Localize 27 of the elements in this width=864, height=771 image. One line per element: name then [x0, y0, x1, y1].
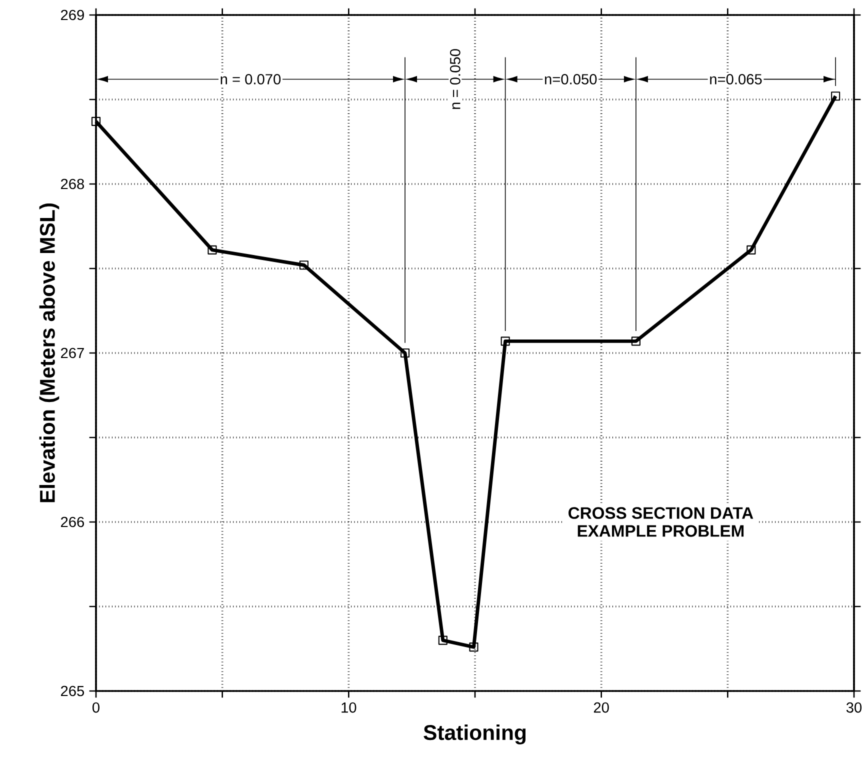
x-tick-label: 10 — [342, 702, 356, 713]
point — [299, 260, 308, 270]
annotation: n = 0.050 — [450, 49, 460, 109]
x-tick-label: 20 — [594, 702, 609, 713]
point — [831, 92, 840, 101]
point — [469, 642, 478, 652]
point — [500, 336, 510, 346]
annotation: n=0.050 — [545, 74, 597, 84]
point — [91, 116, 101, 126]
point — [438, 636, 448, 645]
y-axis-title: Elevation (Meters above MSL) — [39, 203, 60, 502]
y-tick-label: 267 — [60, 348, 84, 358]
y-tick-label: 265 — [60, 686, 84, 696]
y-tick-label: 269 — [60, 10, 84, 20]
point — [746, 245, 756, 254]
point — [208, 245, 217, 254]
annotation: n = 0.070 — [220, 74, 281, 84]
x-tick-label: 0 — [92, 702, 100, 713]
point — [400, 348, 410, 358]
y-tick-label: 266 — [60, 516, 84, 528]
x-axis-title: Stationing — [424, 724, 526, 744]
x-tick-label: 30 — [846, 702, 862, 713]
y-tick-label: 268 — [60, 178, 84, 190]
annotation: EXAMPLE PROBLEM — [578, 525, 744, 537]
point — [631, 336, 640, 346]
annotation: CROSS SECTION DATA — [568, 507, 754, 519]
annotation: n=0.065 — [710, 74, 762, 84]
